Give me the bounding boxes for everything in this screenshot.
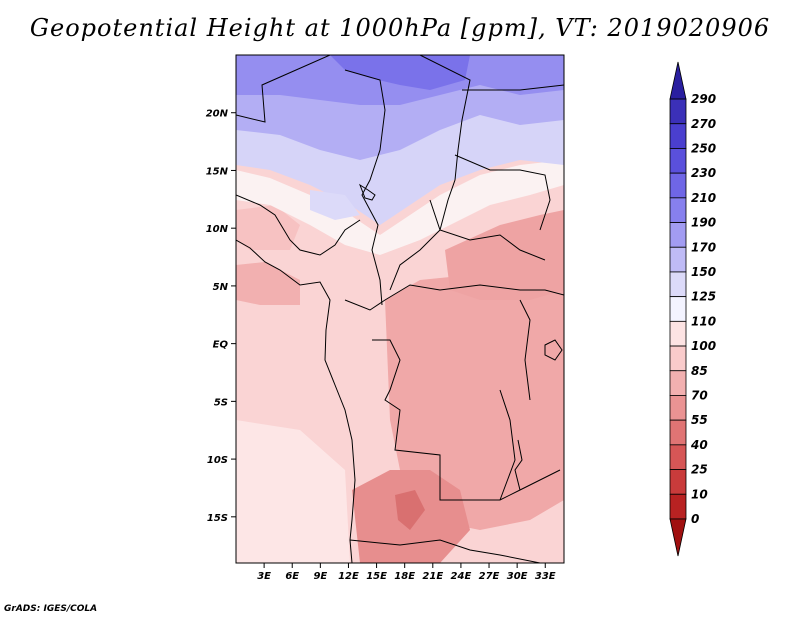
colorbar-cell	[669, 197, 687, 223]
lat-tick-label: 10S	[207, 455, 228, 466]
colorbar-cell	[669, 296, 687, 322]
lake-tanganyika	[514, 439, 523, 491]
border-car-drc	[344, 284, 564, 311]
colorbar-label: 110	[691, 314, 716, 328]
lon-tick-label: 12E	[338, 571, 359, 582]
colorbar-label: 25	[691, 463, 708, 477]
lake-chad	[358, 183, 376, 201]
lat-tick-label: 20N	[206, 109, 229, 120]
colorbar-label: 290	[691, 92, 716, 106]
border-uganda	[519, 299, 531, 401]
field-blue-lobe	[310, 190, 360, 220]
colorbar-cell	[669, 345, 687, 372]
lon-tick-label: 6E	[285, 571, 299, 582]
colorbar-cell	[669, 419, 687, 446]
lake-victoria	[544, 339, 563, 361]
colorbar-cell	[669, 518, 687, 557]
field-darkest-blue	[330, 55, 470, 90]
coastline	[236, 239, 356, 563]
border-chad-sudan	[389, 55, 471, 291]
lon-tick-label: 9E	[313, 571, 327, 582]
colorbar-label: 125	[691, 290, 716, 304]
lat-tick-label: 5S	[214, 397, 228, 408]
field-white-band	[236, 160, 564, 255]
colorbar-cell	[669, 370, 687, 396]
colorbar-label: 270	[691, 117, 716, 131]
border-niger-chad	[344, 69, 386, 306]
colorbar-cell	[669, 246, 687, 273]
colorbar-cell	[669, 271, 687, 298]
border-drc-angola	[372, 339, 561, 501]
lat-tick-label: 15S	[207, 513, 228, 524]
colorbar-cell	[669, 493, 687, 520]
plot-frame	[235, 54, 565, 564]
border-sudan-ethiopia	[454, 154, 551, 231]
lat-tick-label: EQ	[213, 340, 229, 351]
border-namibia	[349, 539, 541, 563]
colorbar-label: 210	[691, 191, 716, 205]
lon-tick-label: 27E	[479, 571, 500, 582]
lat-tick-label: 10N	[206, 224, 229, 235]
colorbar-cell	[669, 222, 687, 248]
border-nigeria-north	[236, 194, 361, 256]
lon-tick-label: 30E	[507, 571, 528, 582]
lat-tick-label: 15N	[206, 166, 229, 177]
colorbar-label: 55	[691, 413, 708, 427]
colorbar-label: 40	[690, 438, 708, 452]
lon-tick-label: 3E	[257, 571, 271, 582]
colorbar-cell	[669, 148, 687, 174]
lon-tick-label: 18E	[394, 571, 415, 582]
field-sw-light	[236, 420, 350, 563]
colorbar-label: 85	[691, 364, 708, 378]
lat-tick-label: 5N	[213, 282, 229, 293]
colorbar-cell	[669, 320, 687, 347]
border-lakes	[499, 389, 516, 501]
grads-credit: GrADS: IGES/COLA	[4, 604, 98, 614]
colorbar-cell	[669, 98, 687, 125]
colorbar-cell	[669, 123, 687, 149]
lon-tick-label: 24E	[451, 571, 472, 582]
map-title: Geopotential Height at 1000hPa [gpm], VT…	[29, 14, 771, 42]
colorbar-cell	[669, 469, 687, 495]
lon-tick-label: 33E	[535, 571, 556, 582]
lon-axis: 3E 6E 9E 12E 15E 18E 21E 24E 27E 30E 33E	[257, 563, 556, 582]
colorbar-label: 10	[691, 487, 708, 501]
colorbar-label: 170	[691, 240, 716, 254]
colorbar-label: 230	[691, 166, 716, 180]
lat-axis: 20N 15N 10N 5N EQ 5S 10S 15S	[206, 109, 236, 524]
colorbar-label: 190	[691, 216, 716, 230]
field-wa-patch	[236, 205, 300, 250]
colorbar-label: 70	[691, 388, 708, 402]
field-east-mid	[385, 250, 564, 530]
colorbar-cell	[669, 172, 687, 199]
field-ne-mid	[445, 210, 564, 300]
colorbar: 2902702502302101901701501251101008570554…	[669, 61, 716, 557]
borders	[236, 55, 564, 563]
colorbar-cell	[669, 61, 687, 100]
colorbar-label: 150	[691, 265, 716, 279]
border-sahara-w	[236, 55, 331, 123]
height-field	[236, 55, 564, 563]
colorbar-cell	[669, 395, 687, 421]
colorbar-cell	[669, 444, 687, 470]
border-libya-egypt	[462, 84, 564, 91]
colorbar-label: 100	[691, 339, 716, 353]
colorbar-label: 250	[691, 141, 716, 155]
lon-tick-label: 15E	[366, 571, 387, 582]
lon-tick-label: 21E	[422, 571, 443, 582]
border-south-sudan	[429, 199, 546, 261]
colorbar-label: 0	[691, 512, 699, 526]
field-south-darkest	[395, 490, 425, 530]
